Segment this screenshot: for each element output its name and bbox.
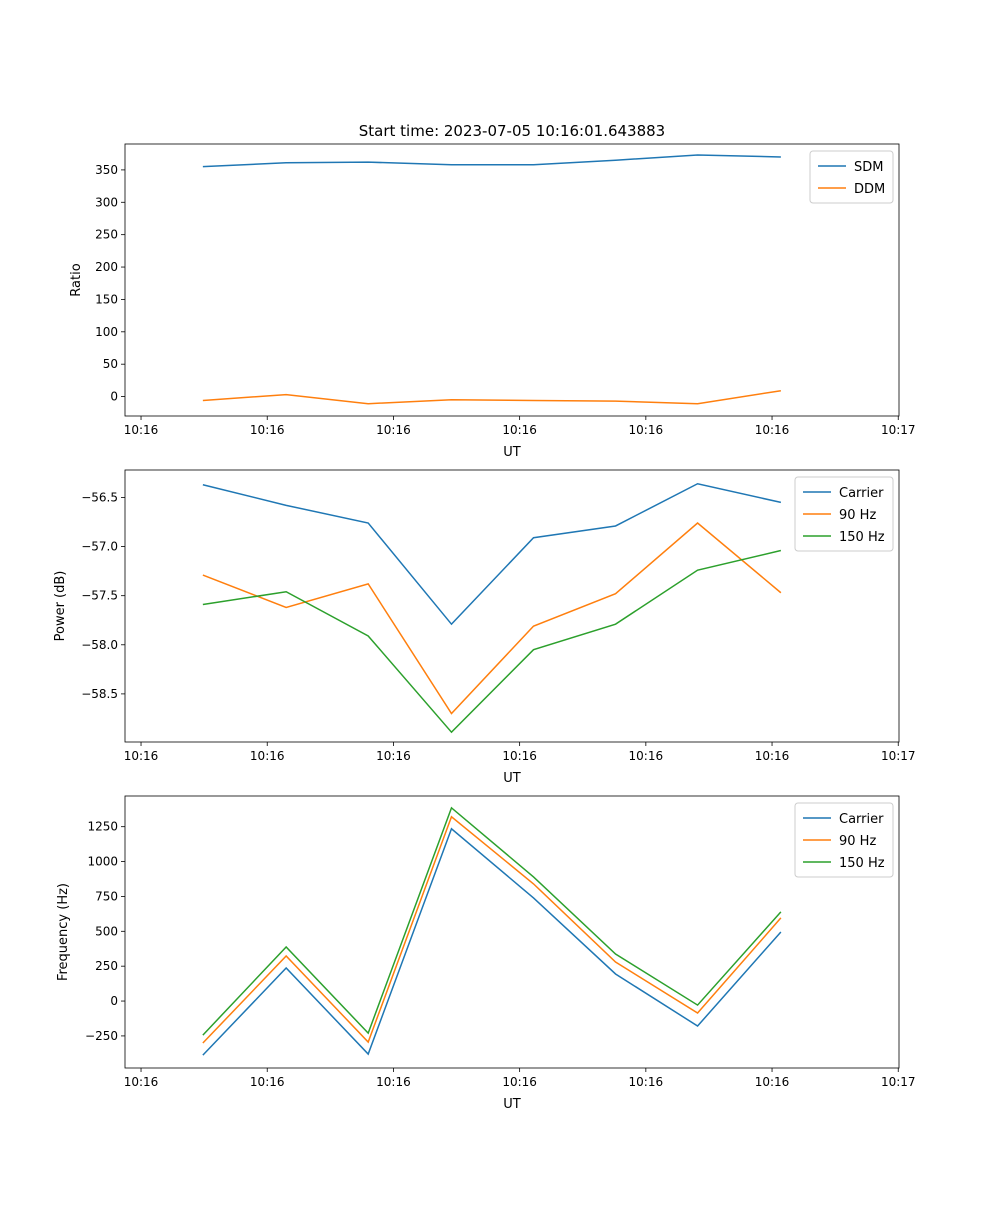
x-tick-label: 10:16 <box>250 749 285 763</box>
y-tick-label: 50 <box>103 357 118 371</box>
series-line-sdm <box>202 154 781 168</box>
x-tick-label: 10:16 <box>755 749 790 763</box>
series-line-carrier <box>202 482 782 626</box>
axes-frame <box>124 143 900 417</box>
y-tick-label: 300 <box>95 195 118 209</box>
x-tick-label: 10:16 <box>629 749 664 763</box>
x-tick-label: 10:16 <box>124 1075 159 1089</box>
x-axis-label: UT <box>503 1097 521 1112</box>
x-tick-label: 10:16 <box>629 423 664 437</box>
y-tick-label: 1000 <box>87 855 118 869</box>
x-tick-label: 10:16 <box>376 1075 411 1089</box>
subplot-1: Start time: 2023-07-05 10:16:01.643883 10… <box>69 122 916 460</box>
y-axis-label: Ratio <box>69 263 84 296</box>
x-tick-label: 10:16 <box>755 423 790 437</box>
legend-box <box>809 150 894 204</box>
legend-label: 90 Hz <box>839 834 876 849</box>
legend-label: SDM <box>854 160 883 175</box>
y-axis-label: Frequency (Hz) <box>56 883 71 981</box>
legend: Carrier 90 Hz 150 Hz <box>794 802 894 878</box>
x-tick-label: 10:17 <box>881 423 916 437</box>
series-line-150-hz <box>202 549 782 734</box>
y-tick-label: 150 <box>95 292 118 306</box>
x-tick-label: 10:16 <box>376 749 411 763</box>
x-axis-label: UT <box>503 771 521 786</box>
y-tick-label: −58.5 <box>81 687 118 701</box>
series-line-ddm <box>202 390 781 405</box>
x-tick-label: 10:16 <box>502 423 537 437</box>
y-tick-label: −57.0 <box>81 540 118 554</box>
legend-label: 90 Hz <box>839 508 876 523</box>
axes-frame <box>124 795 900 1069</box>
series-line-150-hz <box>202 806 782 1036</box>
legend-label: Carrier <box>839 486 884 501</box>
y-tick-label: 100 <box>95 325 118 339</box>
subplot-3: 10:16 10:16 10:16 10:16 10:16 10:16 10:17 UT −25… <box>56 795 916 1112</box>
x-tick-label: 10:16 <box>755 1075 790 1089</box>
legend-label: 150 Hz <box>839 530 885 545</box>
y-tick-label: 1250 <box>87 820 118 834</box>
y-tick-label: 500 <box>95 924 118 938</box>
series-line-90-hz <box>202 522 782 715</box>
x-tick-label: 10:16 <box>629 1075 664 1089</box>
series-line-90-hz <box>202 815 782 1044</box>
y-tick-label: −56.5 <box>81 490 118 504</box>
x-tick-label: 10:16 <box>502 749 537 763</box>
y-tick-label: 0 <box>110 390 118 404</box>
legend: SDM DDM <box>809 150 894 204</box>
legend-box <box>794 476 894 552</box>
axes-frame <box>124 469 900 743</box>
x-tick-label: 10:16 <box>124 423 159 437</box>
chart-title: Start time: 2023-07-05 10:16:01.643883 <box>359 122 665 140</box>
x-tick-label: 10:16 <box>250 1075 285 1089</box>
y-tick-label: 200 <box>95 260 118 274</box>
y-tick-label: −58.0 <box>81 638 118 652</box>
y-tick-label: 0 <box>110 994 118 1008</box>
subplot-2: 10:16 10:16 10:16 10:16 10:16 10:16 10:17 UT −58… <box>53 469 916 786</box>
legend-label: 150 Hz <box>839 856 885 871</box>
y-tick-label: 250 <box>95 228 118 242</box>
series-line-carrier <box>202 827 782 1056</box>
legend-label: DDM <box>854 182 885 197</box>
x-tick-label: 10:16 <box>376 423 411 437</box>
y-tick-label: −250 <box>85 1029 118 1043</box>
y-tick-label: 250 <box>95 959 118 973</box>
y-axis-label: Power (dB) <box>53 571 68 642</box>
legend-label: Carrier <box>839 812 884 827</box>
legend: Carrier 90 Hz 150 Hz <box>794 476 894 552</box>
x-tick-label: 10:17 <box>881 749 916 763</box>
x-tick-label: 10:17 <box>881 1075 916 1089</box>
y-tick-label: 750 <box>95 889 118 903</box>
x-tick-label: 10:16 <box>250 423 285 437</box>
y-tick-label: −57.5 <box>81 589 118 603</box>
y-tick-label: 350 <box>95 163 118 177</box>
x-tick-label: 10:16 <box>502 1075 537 1089</box>
legend-box <box>794 802 894 878</box>
x-tick-label: 10:16 <box>124 749 159 763</box>
x-axis-label: UT <box>503 445 521 460</box>
